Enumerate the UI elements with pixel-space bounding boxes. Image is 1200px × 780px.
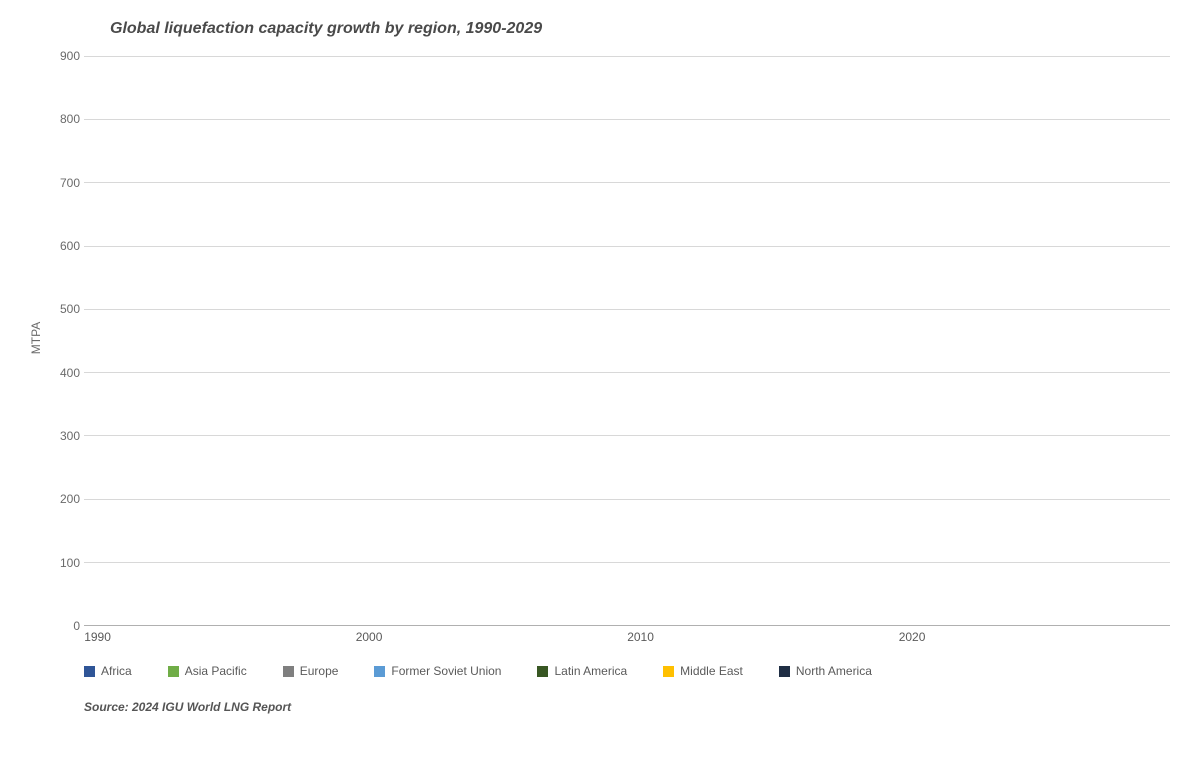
y-tick-label: 500 [60,302,80,316]
legend-item: North America [779,664,872,678]
gridline [84,562,1170,563]
gridline [84,182,1170,183]
legend-swatch [84,666,95,677]
legend-swatch [537,666,548,677]
gridline [84,372,1170,373]
plot-region [84,56,1170,626]
gridline [84,499,1170,500]
chart-title: Global liquefaction capacity growth by r… [110,20,1170,38]
legend: Africa Asia Pacific Europe Former Soviet Un… [84,664,1170,678]
legend-swatch [374,666,385,677]
y-tick-label: 700 [60,176,80,190]
legend-label: Latin America [554,664,627,678]
x-tick-label: 2010 [627,630,654,644]
legend-item: Europe [283,664,339,678]
legend-swatch [779,666,790,677]
bars-container [84,56,1170,625]
y-tick-label: 900 [60,49,80,63]
legend-label: Middle East [680,664,743,678]
y-tick-label: 100 [60,556,80,570]
y-tick-label: 800 [60,112,80,126]
chart-source: Source: 2024 IGU World LNG Report [84,700,1170,714]
legend-label: Asia Pacific [185,664,247,678]
legend-label: Africa [101,664,132,678]
y-tick-label: 400 [60,366,80,380]
legend-item: Latin America [537,664,627,678]
x-tick-label: 1990 [84,630,111,644]
gridline [84,435,1170,436]
gridline [84,309,1170,310]
legend-swatch [663,666,674,677]
gridline [84,119,1170,120]
gridline [84,246,1170,247]
y-tick-label: 0 [73,619,80,633]
y-tick-label: 600 [60,239,80,253]
chart-area: MTPA 0100200300400500600700800900 [30,56,1170,626]
y-tick-label: 300 [60,429,80,443]
legend-item: Africa [84,664,132,678]
x-axis: 1990 2000 2010 2020 [84,626,1170,648]
gridline [84,56,1170,57]
y-axis-label: MTPA [29,322,43,354]
y-axis-ticks: 0100200300400500600700800900 [50,56,84,626]
y-tick-label: 200 [60,492,80,506]
legend-item: Asia Pacific [168,664,247,678]
y-axis: MTPA 0100200300400500600700800900 [30,56,84,626]
x-tick-label: 2000 [356,630,383,644]
legend-swatch [168,666,179,677]
legend-label: Europe [300,664,339,678]
legend-label: Former Soviet Union [391,664,501,678]
legend-item: Former Soviet Union [374,664,501,678]
legend-swatch [283,666,294,677]
x-tick-label: 2020 [899,630,926,644]
legend-label: North America [796,664,872,678]
legend-item: Middle East [663,664,743,678]
